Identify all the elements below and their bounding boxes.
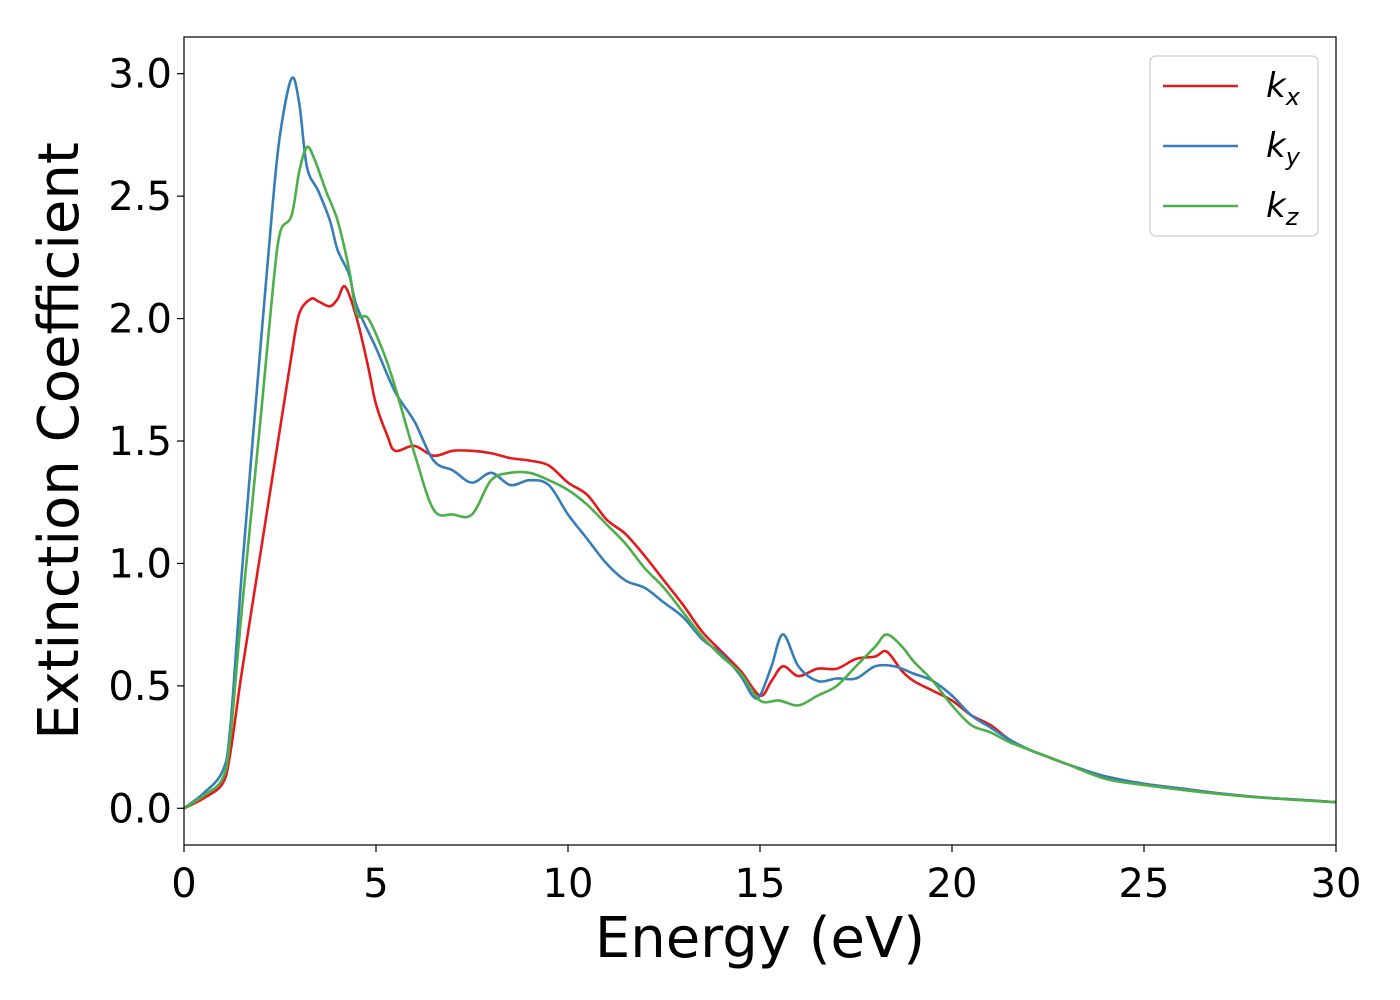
y-tick-label: 1.5 xyxy=(108,419,172,465)
x-axis-label: Energy (eV) xyxy=(595,906,925,971)
series-line-ky xyxy=(183,76,1337,810)
x-tick-label: 30 xyxy=(1311,861,1362,907)
x-tick-label: 15 xyxy=(735,861,786,907)
y-tick-label: 0.0 xyxy=(108,786,172,832)
x-axis: 0 5 10 15 20 25 30 xyxy=(171,845,1361,907)
y-axis: 0.0 0.5 1.0 1.5 2.0 2.5 3.0 xyxy=(108,52,184,832)
y-tick-label: 3.0 xyxy=(108,52,172,98)
y-tick-label: 1.0 xyxy=(108,541,172,587)
y-tick-label: 0.5 xyxy=(108,664,172,710)
series-layer xyxy=(183,76,1337,810)
series-line-kz xyxy=(183,145,1337,810)
x-tick-label: 5 xyxy=(363,861,388,907)
y-tick-label: 2.0 xyxy=(108,297,172,343)
legend-label-ky: ky xyxy=(1266,126,1301,171)
legend: kx ky kz xyxy=(1149,55,1319,237)
y-tick-label: 2.5 xyxy=(108,174,172,220)
legend-label-kx: kx xyxy=(1266,66,1301,111)
x-tick-label: 25 xyxy=(1119,861,1170,907)
x-tick-label: 10 xyxy=(543,861,594,907)
y-axis-label: Extinction Coefficient xyxy=(27,142,92,740)
legend-label-kz: kz xyxy=(1266,186,1300,231)
x-tick-label: 20 xyxy=(927,861,978,907)
x-tick-label: 0 xyxy=(171,861,196,907)
plot-area xyxy=(184,37,1336,845)
